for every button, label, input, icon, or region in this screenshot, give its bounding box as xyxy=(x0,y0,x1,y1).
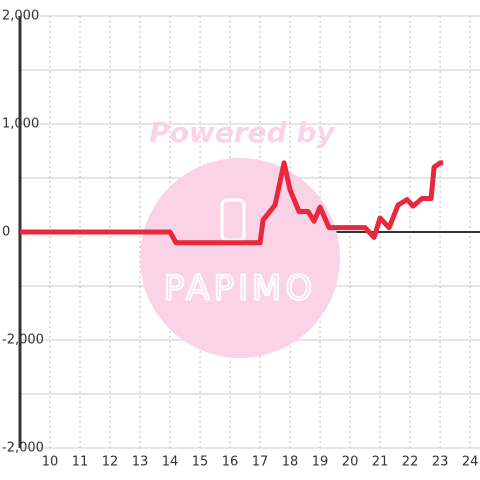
y-tick-label: -2,000 xyxy=(2,333,44,348)
x-tick-label: 24 xyxy=(462,455,479,470)
watermark-bottom: PAPIMO xyxy=(164,269,316,309)
watermark: Powered by PAPIMO xyxy=(140,116,340,358)
data-line xyxy=(20,160,444,246)
x-tick-label: 21 xyxy=(372,455,389,470)
x-tick-label: 17 xyxy=(252,455,269,470)
x-tick-label: 20 xyxy=(342,455,359,470)
x-tick-label: 22 xyxy=(402,455,419,470)
x-tick-label: 12 xyxy=(102,455,119,470)
x-tick-label: 13 xyxy=(132,455,149,470)
x-tick-label: 15 xyxy=(192,455,209,470)
x-tick-label: 19 xyxy=(312,455,329,470)
x-tick-label: 18 xyxy=(282,455,299,470)
watermark-top: Powered by xyxy=(149,116,336,149)
watermark-circle xyxy=(140,158,340,358)
watermark-icon xyxy=(220,198,246,242)
x-tick-label: 16 xyxy=(222,455,239,470)
x-tick-label: 10 xyxy=(42,455,59,470)
x-tick-label: 23 xyxy=(432,455,449,470)
y-tick-label: 0 xyxy=(2,225,10,240)
x-tick-label: 11 xyxy=(72,455,89,470)
y-tick-label: -2,000 xyxy=(2,441,44,456)
x-tick-label: 14 xyxy=(162,455,179,470)
